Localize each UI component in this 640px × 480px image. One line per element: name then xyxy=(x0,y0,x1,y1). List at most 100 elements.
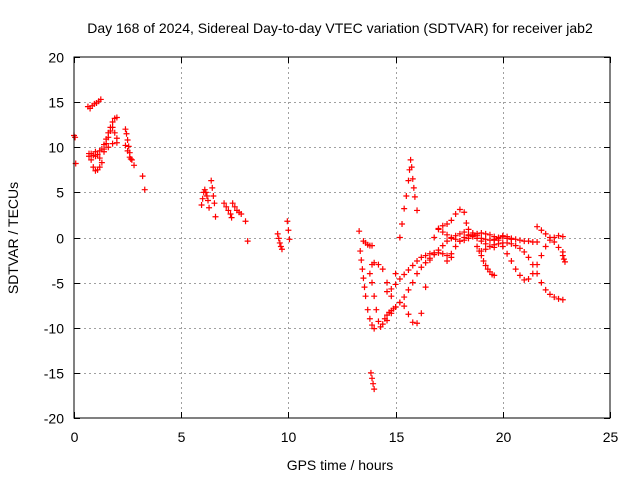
data-point xyxy=(521,276,528,283)
data-point xyxy=(495,235,502,242)
data-point xyxy=(212,213,219,220)
data-point xyxy=(418,310,425,317)
data-point xyxy=(96,164,103,171)
data-point xyxy=(516,245,523,252)
data-point xyxy=(369,375,376,382)
data-point xyxy=(401,271,408,278)
data-point xyxy=(96,155,103,162)
data-point xyxy=(141,186,148,193)
data-point xyxy=(366,270,373,277)
data-point xyxy=(439,242,446,249)
data-point xyxy=(109,140,116,147)
data-point xyxy=(448,217,455,224)
data-point xyxy=(371,325,378,332)
data-point xyxy=(208,177,215,184)
data-point xyxy=(107,128,114,135)
data-point xyxy=(276,239,283,246)
data-point xyxy=(508,257,515,264)
data-point xyxy=(529,261,536,268)
data-point xyxy=(478,235,485,242)
data-point xyxy=(396,299,403,306)
data-point xyxy=(463,220,470,227)
data-point xyxy=(486,243,493,250)
series-sat-j xyxy=(198,186,213,211)
data-point xyxy=(122,126,129,133)
data-point xyxy=(105,134,112,141)
data-point xyxy=(512,236,519,243)
data-point xyxy=(407,156,414,163)
data-point xyxy=(403,192,410,199)
data-point xyxy=(139,173,146,180)
series-sat-z xyxy=(474,243,498,279)
data-point xyxy=(418,254,425,261)
data-point xyxy=(228,214,235,221)
data-point xyxy=(401,303,408,310)
data-point xyxy=(105,144,112,151)
data-point xyxy=(371,386,378,393)
data-point xyxy=(388,310,395,317)
data-point xyxy=(444,238,451,245)
data-point xyxy=(439,250,446,257)
data-point xyxy=(203,192,210,199)
data-point xyxy=(538,227,545,234)
series-sat-e xyxy=(101,124,120,153)
data-point xyxy=(538,252,545,259)
data-point xyxy=(491,272,498,279)
data-point xyxy=(242,218,249,225)
data-point xyxy=(561,258,568,265)
data-point xyxy=(371,293,378,300)
data-point xyxy=(461,229,468,236)
data-point xyxy=(444,257,451,264)
data-point xyxy=(499,232,506,239)
y-axis-label: SDTVAR / TECUs xyxy=(5,182,21,294)
data-point xyxy=(405,286,412,293)
y-tick-labels: -20 -15 -10 -5 0 5 10 15 20 xyxy=(44,50,64,427)
data-point xyxy=(210,192,217,199)
data-point xyxy=(465,226,472,233)
data-point xyxy=(125,143,132,150)
data-point xyxy=(431,234,438,241)
data-point xyxy=(444,220,451,227)
data-point xyxy=(111,129,118,136)
data-point xyxy=(88,156,95,163)
data-point xyxy=(369,242,376,249)
series-sat-f xyxy=(92,139,120,162)
data-point xyxy=(469,232,476,239)
data-point xyxy=(418,264,425,271)
data-point xyxy=(124,137,131,144)
data-point xyxy=(384,288,391,295)
plot-frame xyxy=(73,56,611,419)
data-point xyxy=(551,294,558,301)
data-point xyxy=(555,244,562,251)
data-point xyxy=(369,279,376,286)
data-point xyxy=(444,231,451,238)
data-point xyxy=(456,230,463,237)
data-point xyxy=(504,239,511,246)
y-tick-label: -10 xyxy=(44,321,64,337)
data-point xyxy=(555,295,562,302)
data-point xyxy=(362,293,369,300)
data-point xyxy=(72,134,79,141)
y-tick-label: 15 xyxy=(48,95,64,111)
series-sat-ac xyxy=(491,232,515,244)
data-point xyxy=(414,257,421,264)
data-point xyxy=(199,195,206,202)
data-point xyxy=(542,230,549,237)
data-point xyxy=(559,252,566,259)
data-point xyxy=(422,284,429,291)
data-point xyxy=(435,226,442,233)
data-point xyxy=(426,250,433,257)
data-point xyxy=(476,248,483,255)
data-point xyxy=(452,236,459,243)
data-point xyxy=(408,164,415,171)
data-point xyxy=(103,140,110,147)
data-point xyxy=(512,266,519,273)
series-sat-a xyxy=(71,132,79,167)
data-points xyxy=(71,96,568,393)
data-point xyxy=(480,257,487,264)
data-point xyxy=(92,153,99,160)
data-point xyxy=(371,259,378,266)
data-point xyxy=(356,228,363,235)
data-point xyxy=(367,369,374,376)
